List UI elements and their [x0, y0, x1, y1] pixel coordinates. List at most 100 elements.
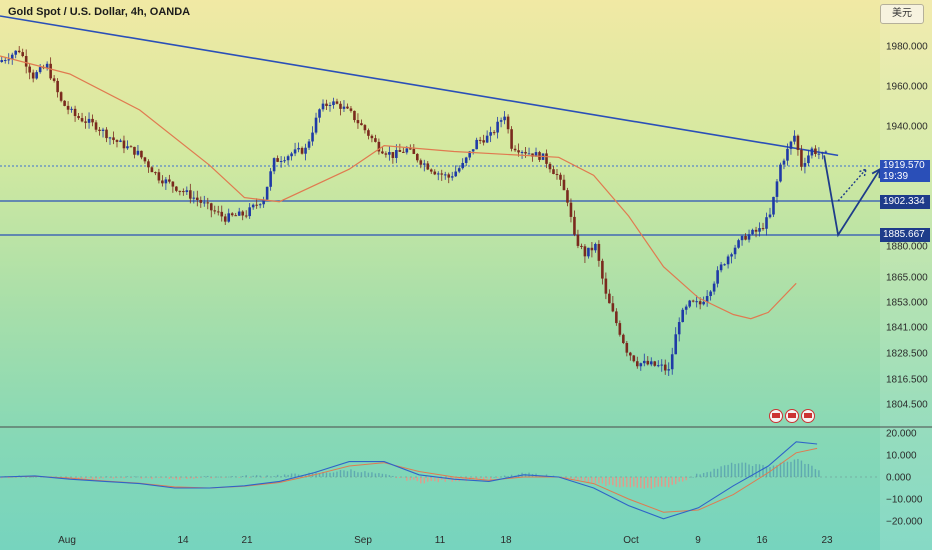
candle-body	[677, 322, 681, 335]
candle-body	[35, 72, 38, 79]
currency-button[interactable]: 美元	[880, 4, 924, 24]
histogram-bar	[654, 477, 656, 488]
histogram-bar	[130, 477, 132, 478]
candle-body	[230, 213, 234, 216]
candle-body	[454, 171, 458, 177]
candle-body	[7, 59, 11, 61]
histogram-bar	[395, 477, 398, 479]
candle-body	[789, 141, 793, 149]
event-flag-icon	[785, 409, 799, 423]
candle-body	[691, 300, 695, 302]
histogram-bar	[112, 477, 115, 479]
candle-body	[642, 360, 646, 364]
candle-body	[402, 151, 405, 153]
histogram-bar	[245, 475, 247, 477]
candle-body	[49, 63, 52, 79]
histogram-bar	[91, 477, 94, 480]
histogram-bar	[580, 477, 583, 481]
histogram-bar	[238, 477, 240, 478]
candle-body	[234, 215, 238, 217]
candle-body	[660, 364, 664, 366]
histogram-bar	[793, 459, 796, 477]
candle-body	[258, 204, 262, 206]
candle-body	[367, 130, 370, 136]
candle-body	[321, 103, 325, 110]
candle-body	[122, 140, 126, 149]
candle-body	[192, 197, 196, 199]
histogram-bar	[273, 476, 275, 477]
candle-body	[353, 110, 356, 121]
candle-body	[209, 203, 213, 211]
candle-body	[133, 146, 136, 155]
candle-body	[719, 264, 723, 271]
candle-body	[625, 343, 629, 353]
candle-body	[45, 63, 49, 69]
candle-body	[356, 120, 360, 124]
time-tick-label: 9	[695, 535, 701, 546]
histogram-bar	[608, 477, 611, 485]
candle-body	[639, 363, 643, 367]
candle-body	[733, 247, 737, 255]
candle-body	[821, 151, 824, 154]
candle-body	[569, 202, 573, 217]
candle-body	[737, 240, 740, 248]
histogram-bar	[308, 472, 310, 477]
candle-body	[405, 148, 409, 153]
histogram-bar	[465, 477, 467, 482]
histogram-bar	[399, 477, 401, 479]
histogram-bar	[140, 477, 143, 479]
candle-body	[566, 190, 569, 203]
countdown-value: 19:39	[883, 171, 909, 182]
histogram-bar	[168, 477, 171, 479]
histogram-bar	[409, 477, 412, 481]
histogram-bar	[151, 477, 153, 480]
candle-body	[552, 169, 555, 175]
candle-body	[632, 355, 636, 362]
candle-body	[590, 247, 594, 251]
candle-body	[17, 50, 21, 53]
histogram-bar	[413, 477, 415, 480]
histogram-bar	[297, 474, 300, 477]
candle-body	[63, 100, 66, 106]
candle-body	[3, 60, 7, 62]
candle-body	[730, 254, 733, 257]
histogram-bar	[137, 476, 139, 478]
candle-body	[524, 151, 527, 154]
candle-body	[84, 121, 87, 123]
candle-body	[216, 211, 220, 213]
histogram-bar	[643, 477, 645, 489]
candle-body	[440, 173, 444, 175]
candle-body	[653, 361, 657, 366]
candle-body	[576, 234, 580, 246]
histogram-bar	[489, 477, 492, 480]
candle-body	[112, 137, 115, 141]
histogram-bar	[88, 477, 90, 478]
candle-body	[286, 156, 290, 161]
candle-body	[244, 215, 248, 217]
candle-body	[768, 214, 772, 218]
candle-body	[59, 92, 63, 101]
candle-body	[482, 140, 485, 143]
histogram-bar	[434, 477, 436, 482]
histogram-bar	[765, 467, 768, 477]
histogram-bar	[102, 477, 104, 479]
candle-body	[98, 129, 101, 131]
candle-body	[489, 132, 492, 136]
candle-body	[150, 167, 154, 173]
candle-body	[140, 150, 143, 158]
price-tick-label: 1841.000	[886, 323, 928, 334]
candle-body	[346, 106, 349, 109]
candle-body	[105, 129, 108, 139]
candle-body	[223, 216, 227, 222]
candle-body	[583, 246, 587, 257]
candle-body	[527, 153, 531, 155]
candle-body	[66, 105, 70, 110]
histogram-bar	[601, 477, 604, 484]
candle-body	[716, 270, 719, 284]
candle-body	[433, 171, 437, 175]
candle-body	[0, 60, 4, 62]
candle-body	[318, 109, 321, 118]
histogram-bar	[647, 477, 649, 488]
histogram-bar	[681, 477, 684, 482]
candle-body	[601, 260, 604, 279]
